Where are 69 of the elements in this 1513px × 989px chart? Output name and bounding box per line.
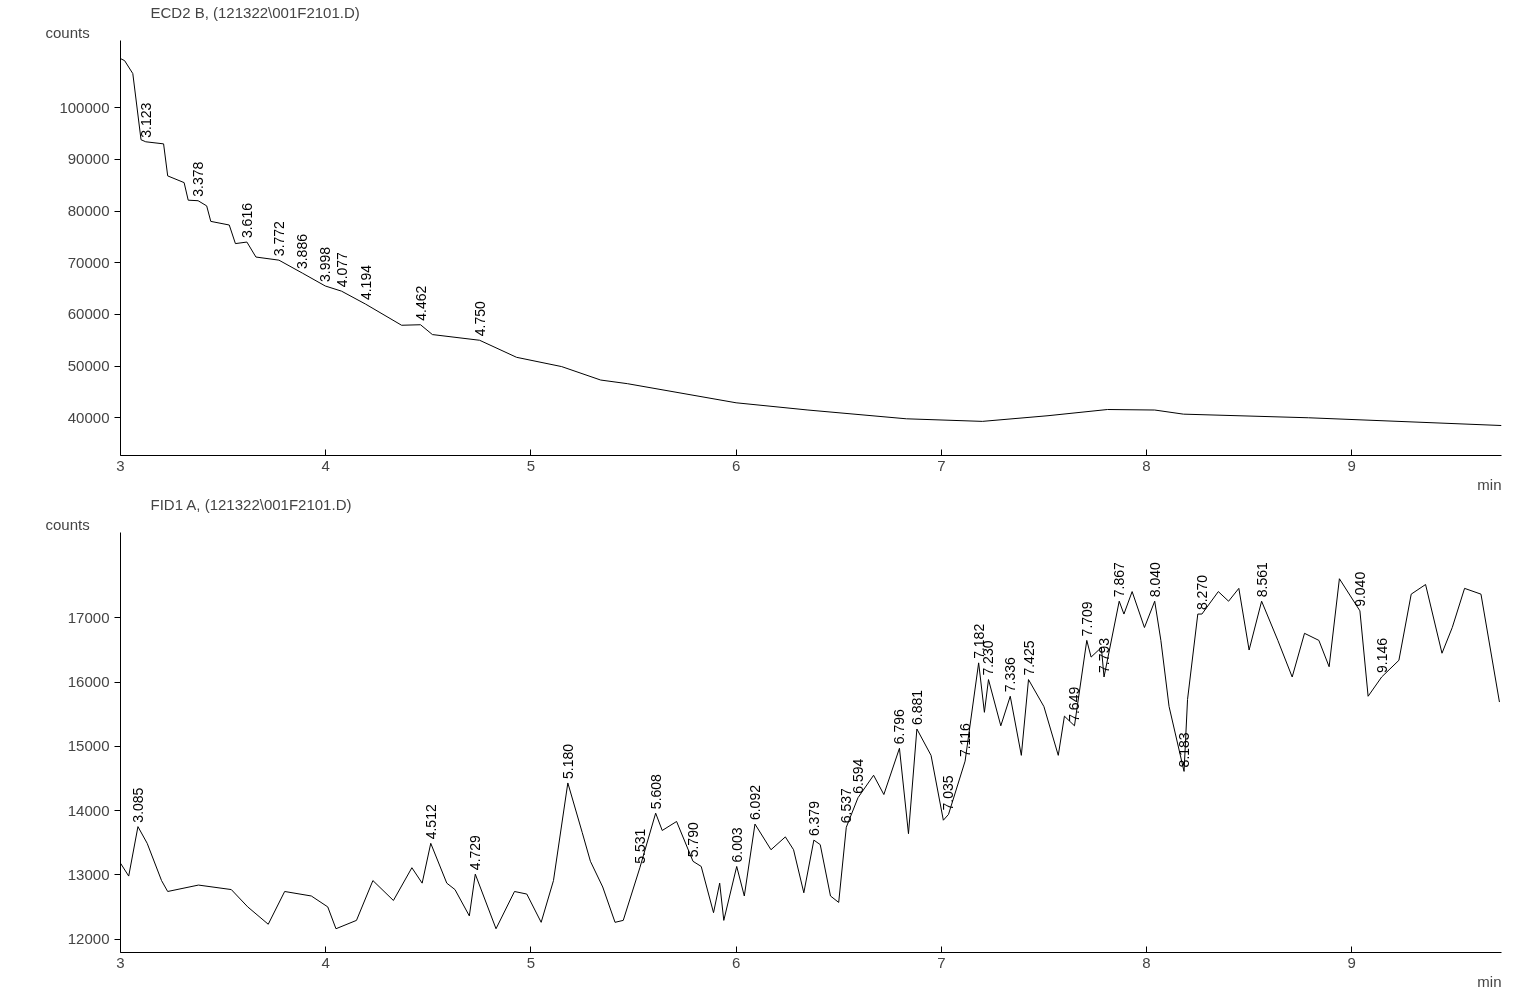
annotation: 6.092	[746, 784, 763, 821]
annotation: 3.085	[129, 787, 146, 823]
x-tick-label: 5	[526, 456, 536, 474]
x-tick-label: 4	[321, 953, 330, 971]
annotation: 6.881	[908, 689, 925, 726]
annotation: 5.180	[559, 743, 576, 779]
annotation: 5.790	[685, 822, 702, 858]
y-tick-label: 12000	[67, 930, 110, 948]
annotation: 3.616	[238, 202, 255, 239]
annotation: 9.040	[1351, 571, 1368, 607]
x-tick-label: 3	[116, 953, 125, 971]
y-tick-label: 70000	[67, 253, 110, 271]
x-tick-label: 9	[1347, 953, 1356, 971]
annotation: 4.512	[422, 804, 439, 840]
chart-title: ECD2 B, (121322\001F2101.D)	[150, 3, 360, 21]
y-tick-label: 100000	[59, 98, 110, 116]
annotation: 3.378	[190, 161, 207, 197]
annotation: 4.750	[471, 301, 488, 337]
annotation: 4.729	[467, 834, 484, 871]
x-tick-label: 9	[1347, 456, 1356, 474]
x-tick-label: 3	[116, 456, 125, 474]
annotation: 6.003	[728, 827, 745, 863]
chart-title: FID1 A, (121322\001F2101.D)	[150, 495, 352, 513]
x-tick-label: 4	[321, 456, 330, 474]
annotation: 3.123	[137, 102, 154, 138]
annotation: 7.709	[1078, 601, 1095, 637]
y-tick-label: 80000	[67, 202, 110, 220]
annotation: 7.116	[957, 722, 974, 758]
annotation: 4.194	[357, 264, 374, 301]
annotation: 7.649	[1066, 686, 1083, 722]
y-tick-label: 17000	[67, 608, 110, 626]
annotation: 8.561	[1253, 561, 1270, 598]
y-tick-label: 60000	[67, 305, 110, 323]
annotation: 8.040	[1146, 561, 1163, 598]
x-tick-label: 7	[937, 953, 946, 971]
annotation: 7.336	[1002, 657, 1019, 693]
annotation: 6.379	[805, 800, 822, 837]
annotation: 4.077	[333, 251, 350, 288]
annotation: 8.270	[1193, 574, 1210, 611]
x-axis-title: min	[1477, 475, 1502, 493]
annotation: 8.183	[1176, 732, 1193, 768]
annotation: 5.531	[631, 828, 648, 864]
x-tick-label: 7	[937, 456, 946, 474]
annotation: 7.425	[1020, 640, 1037, 676]
annotation: 7.793	[1096, 637, 1113, 673]
annotation: 3.772	[270, 220, 287, 257]
annotation: 5.608	[647, 773, 664, 810]
x-tick-label: 6	[731, 953, 741, 971]
y-tick-label: 90000	[67, 150, 110, 168]
annotation: 4.462	[412, 285, 429, 321]
annotation: 6.796	[891, 709, 908, 745]
x-tick-label: 8	[1142, 456, 1151, 474]
y-axis-title: counts	[45, 23, 90, 41]
y-tick-label: 15000	[67, 737, 110, 755]
y-tick-label: 14000	[67, 801, 110, 819]
y-tick-label: 16000	[67, 673, 110, 691]
x-tick-label: 5	[526, 953, 536, 971]
y-tick-label: 13000	[67, 865, 110, 883]
x-tick-label: 8	[1142, 953, 1151, 971]
x-tick-label: 6	[731, 456, 741, 474]
annotation: 3.998	[317, 246, 334, 282]
annotation: 3.886	[294, 233, 311, 270]
annotation: 7.867	[1111, 561, 1128, 598]
y-tick-label: 40000	[67, 408, 110, 426]
x-axis-title: min	[1477, 972, 1502, 989]
y-axis-title: counts	[45, 515, 90, 533]
annotation: 7.035	[940, 775, 957, 811]
annotation: 9.146	[1373, 637, 1390, 673]
y-tick-label: 50000	[67, 357, 110, 375]
